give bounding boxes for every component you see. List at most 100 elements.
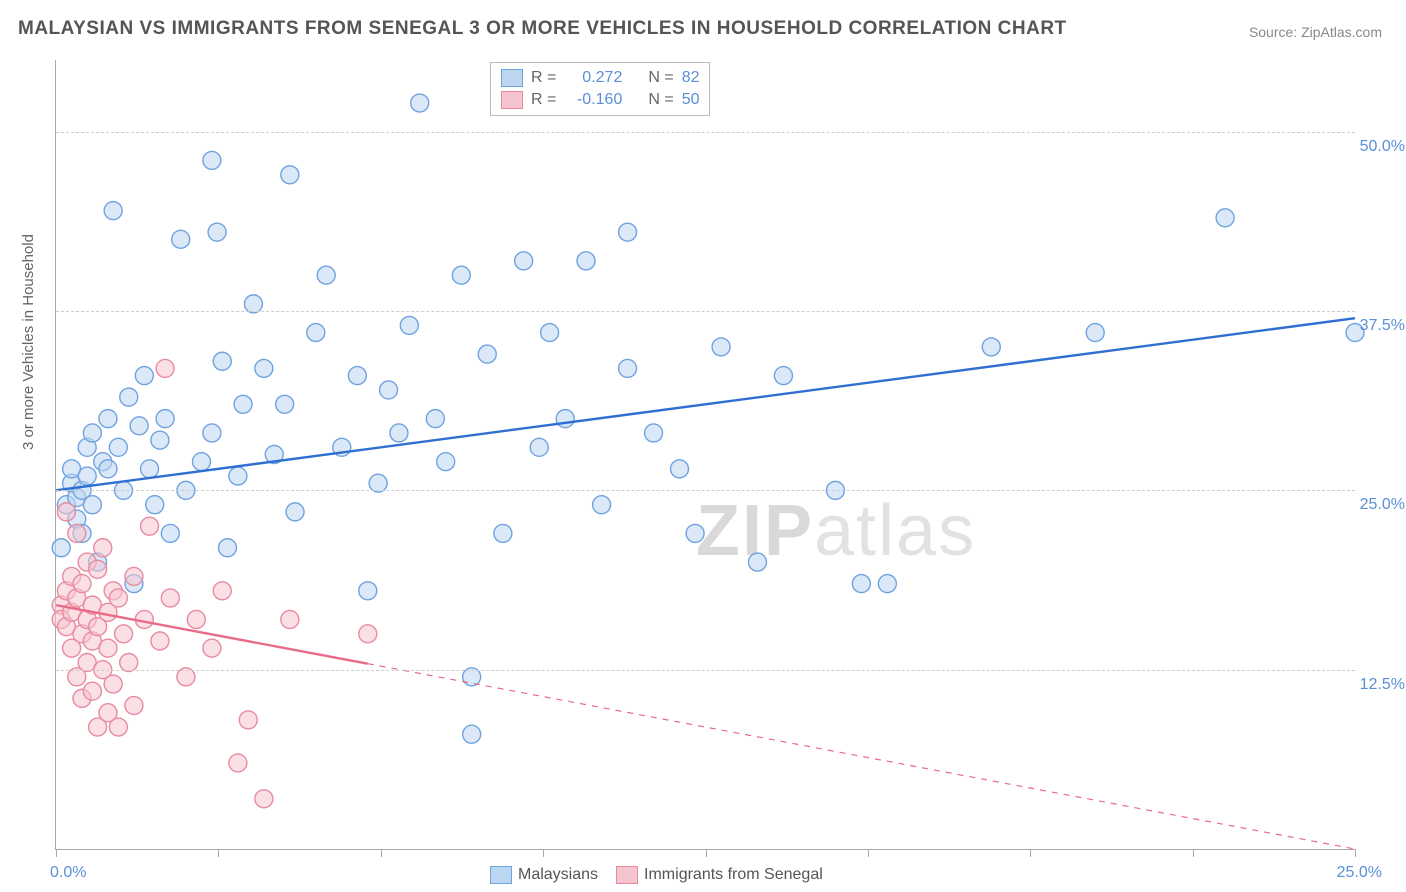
data-point xyxy=(161,524,179,542)
data-point xyxy=(1216,209,1234,227)
x-tick xyxy=(706,849,707,857)
data-point xyxy=(229,467,247,485)
data-point xyxy=(686,524,704,542)
data-point xyxy=(83,424,101,442)
x-tick xyxy=(1193,849,1194,857)
data-point xyxy=(712,338,730,356)
data-point xyxy=(172,230,190,248)
data-point xyxy=(141,460,159,478)
data-point xyxy=(348,367,366,385)
data-point xyxy=(125,567,143,585)
data-point xyxy=(104,675,122,693)
data-point xyxy=(156,359,174,377)
data-point xyxy=(619,359,637,377)
data-point xyxy=(203,151,221,169)
legend-series-label: Malaysians xyxy=(518,866,598,884)
data-point xyxy=(426,410,444,428)
y-axis-label: 3 or more Vehicles in Household xyxy=(20,234,37,450)
data-point xyxy=(515,252,533,270)
legend-n-label: N = xyxy=(648,91,673,109)
source-attribution: Source: ZipAtlas.com xyxy=(1249,24,1382,40)
data-point xyxy=(411,94,429,112)
data-point xyxy=(281,166,299,184)
data-point xyxy=(255,790,273,808)
data-point xyxy=(619,223,637,241)
x-tick xyxy=(218,849,219,857)
x-tick xyxy=(381,849,382,857)
data-point xyxy=(125,697,143,715)
data-point xyxy=(151,632,169,650)
legend-series-item: Immigrants from Senegal xyxy=(616,866,823,884)
data-point xyxy=(68,524,86,542)
data-point xyxy=(478,345,496,363)
data-point xyxy=(161,589,179,607)
x-axis-origin-label: 0.0% xyxy=(50,864,86,882)
gridline xyxy=(56,311,1355,312)
data-point xyxy=(359,625,377,643)
legend-correlation: R = 0.272 N = 82 R = -0.160 N = 50 xyxy=(490,62,710,116)
x-axis-end-label: 25.0% xyxy=(1337,864,1382,882)
data-point xyxy=(390,424,408,442)
data-point xyxy=(213,352,231,370)
data-point xyxy=(671,460,689,478)
data-point xyxy=(192,453,210,471)
data-point xyxy=(276,395,294,413)
legend-swatch xyxy=(616,866,638,884)
data-point xyxy=(141,517,159,535)
data-point xyxy=(307,324,325,342)
legend-n-label: N = xyxy=(648,69,673,87)
data-point xyxy=(203,639,221,657)
data-point xyxy=(203,424,221,442)
data-point xyxy=(541,324,559,342)
gridline xyxy=(56,132,1355,133)
x-tick xyxy=(56,849,57,857)
y-tick-label: 25.0% xyxy=(1360,496,1405,514)
legend-series-label: Immigrants from Senegal xyxy=(644,866,823,884)
data-point xyxy=(317,266,335,284)
legend-r-value: -0.160 xyxy=(564,91,622,109)
data-point xyxy=(1086,324,1104,342)
legend-swatch xyxy=(490,866,512,884)
x-tick xyxy=(543,849,544,857)
plot-area: ZIPatlas 12.5%25.0%37.5%50.0% xyxy=(55,60,1355,850)
legend-row: R = -0.160 N = 50 xyxy=(501,89,699,111)
data-point xyxy=(774,367,792,385)
data-point xyxy=(463,725,481,743)
data-point xyxy=(120,388,138,406)
data-point xyxy=(852,575,870,593)
data-point xyxy=(577,252,595,270)
data-point xyxy=(593,496,611,514)
legend-swatch xyxy=(501,69,523,87)
data-point xyxy=(645,424,663,442)
legend-row: R = 0.272 N = 82 xyxy=(501,67,699,89)
data-point xyxy=(83,496,101,514)
data-point xyxy=(115,625,133,643)
legend-series: Malaysians Immigrants from Senegal xyxy=(490,866,823,884)
data-point xyxy=(878,575,896,593)
legend-r-label: R = xyxy=(531,69,556,87)
data-point xyxy=(109,438,127,456)
data-point xyxy=(151,431,169,449)
data-point xyxy=(135,367,153,385)
data-point xyxy=(982,338,1000,356)
data-point xyxy=(94,539,112,557)
data-point xyxy=(437,453,455,471)
data-point xyxy=(130,417,148,435)
data-point xyxy=(748,553,766,571)
data-point xyxy=(187,610,205,628)
data-point xyxy=(99,410,117,428)
legend-n-value: 82 xyxy=(682,69,700,87)
legend-r-value: 0.272 xyxy=(564,69,622,87)
data-point xyxy=(73,575,91,593)
legend-n-value: 50 xyxy=(682,91,700,109)
x-tick xyxy=(868,849,869,857)
data-point xyxy=(109,589,127,607)
data-point xyxy=(452,266,470,284)
gridline xyxy=(56,490,1355,491)
data-point xyxy=(208,223,226,241)
legend-swatch xyxy=(501,91,523,109)
data-point xyxy=(380,381,398,399)
legend-r-label: R = xyxy=(531,91,556,109)
data-point xyxy=(494,524,512,542)
data-point xyxy=(52,539,70,557)
